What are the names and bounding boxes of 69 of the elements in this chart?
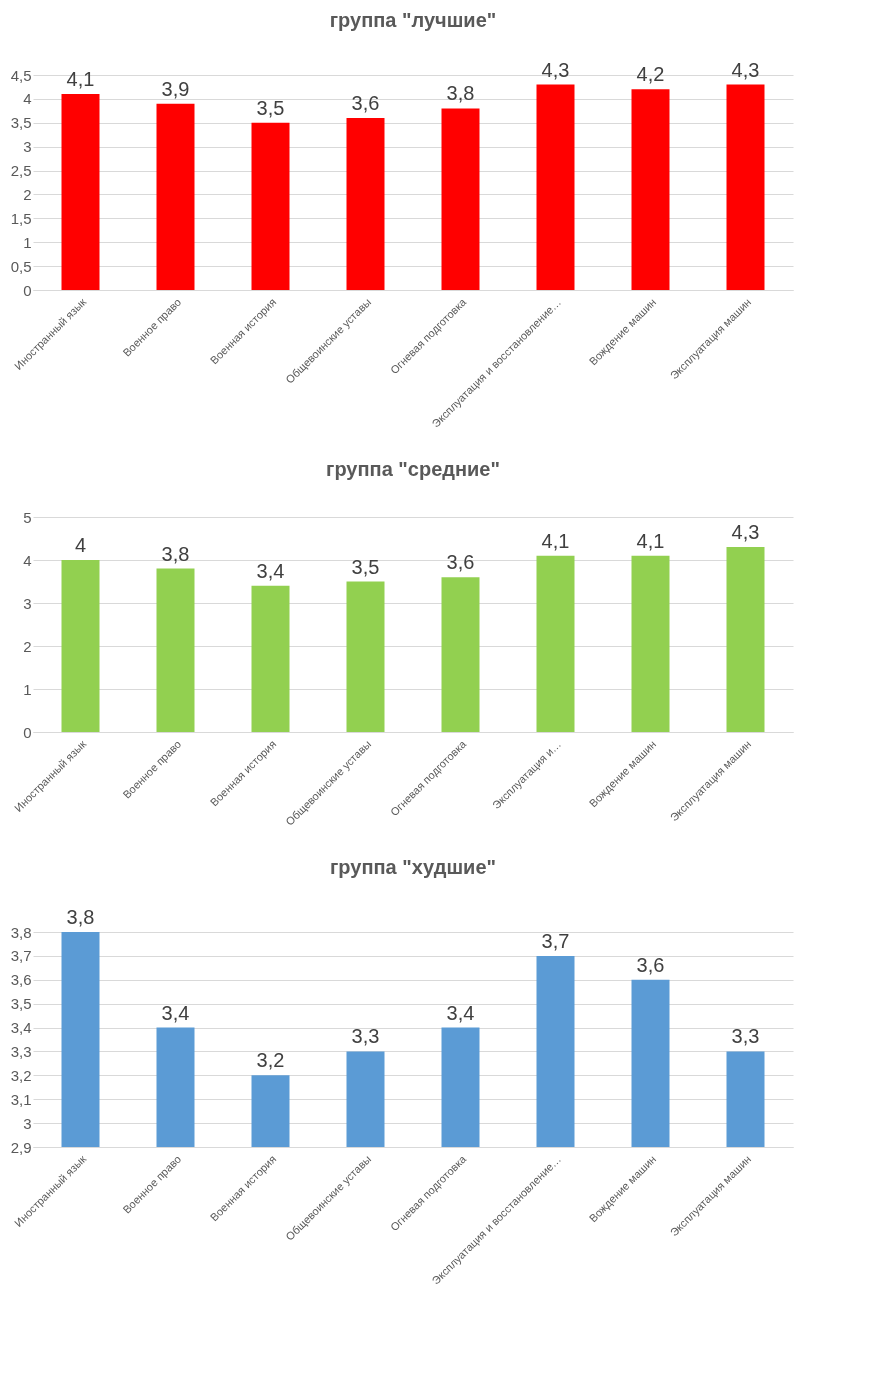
y-tick-label: 3,5 [10, 114, 32, 132]
y-tick-label: 3,3 [10, 1042, 32, 1060]
y-tick-label: 3,6 [10, 971, 32, 989]
bar [441, 108, 480, 290]
y-tick-label: 3,2 [10, 1066, 32, 1084]
data-label: 4,1 [66, 68, 95, 91]
data-label: 3,3 [351, 1025, 380, 1048]
data-label: 4,2 [636, 63, 665, 86]
data-label: 3,8 [446, 82, 475, 105]
bar [61, 94, 100, 290]
bar [61, 560, 100, 732]
data-label: 3,8 [161, 542, 190, 565]
data-label: 3,4 [446, 1001, 475, 1024]
bar [536, 84, 575, 290]
data-label: 3,5 [256, 96, 285, 119]
data-label: 3,6 [351, 92, 380, 114]
bar [251, 122, 290, 290]
data-label: 3,2 [256, 1049, 285, 1072]
y-tick-label: 0 [23, 281, 32, 299]
y-tick-label: 3,4 [10, 1019, 32, 1037]
bar [346, 581, 385, 732]
bar [441, 577, 480, 732]
y-tick-label: 2 [23, 185, 32, 203]
bar [156, 568, 195, 732]
chart-title: группа "лучшие" [329, 8, 497, 31]
bar [631, 555, 670, 732]
data-label: 3,6 [446, 551, 475, 574]
data-label: 3,8 [66, 906, 95, 928]
y-tick-label: 3 [23, 594, 32, 612]
y-tick-label: 1 [23, 233, 32, 251]
y-tick-label: 1,5 [10, 209, 32, 227]
bar [631, 89, 670, 290]
y-tick-label: 3,1 [10, 1090, 32, 1108]
y-tick-label: 2,5 [10, 162, 32, 180]
data-label: 4,3 [731, 521, 760, 544]
y-tick-label: 3,7 [10, 947, 32, 965]
y-tick-label: 5 [23, 508, 32, 526]
data-label: 4,1 [541, 529, 570, 552]
bar [346, 118, 385, 290]
y-tick-label: 0 [23, 723, 32, 741]
chart-title: группа "худшие" [330, 856, 496, 878]
bar [726, 84, 765, 290]
data-label: 3,4 [161, 1001, 190, 1024]
data-label: 4,3 [731, 58, 760, 81]
data-label: 3,6 [636, 953, 665, 976]
y-tick-label: 4,5 [10, 66, 32, 84]
data-label: 3,7 [541, 929, 570, 952]
data-label: 4 [74, 534, 87, 556]
data-label: 3,4 [256, 559, 285, 582]
y-tick-label: 2 [23, 637, 32, 655]
chart-title: группа "средние" [326, 458, 500, 480]
data-label: 3,9 [161, 77, 190, 100]
y-tick-label: 3,8 [10, 923, 32, 941]
y-tick-label: 3 [23, 1114, 32, 1132]
data-label: 4,3 [541, 58, 570, 81]
data-label: 4,1 [636, 529, 665, 552]
y-tick-label: 3 [23, 138, 32, 156]
data-label: 3,3 [731, 1025, 760, 1048]
bar [156, 103, 195, 290]
bar [726, 547, 765, 732]
y-tick-label: 4 [23, 90, 32, 108]
bar [536, 555, 575, 732]
y-tick-label: 0,5 [10, 257, 32, 275]
y-tick-label: 4 [23, 551, 32, 569]
bar [251, 585, 290, 732]
y-tick-label: 3,5 [10, 995, 32, 1013]
data-label: 3,5 [351, 555, 380, 578]
y-tick-label: 1 [23, 680, 32, 698]
y-tick-label: 2,9 [10, 1138, 32, 1156]
